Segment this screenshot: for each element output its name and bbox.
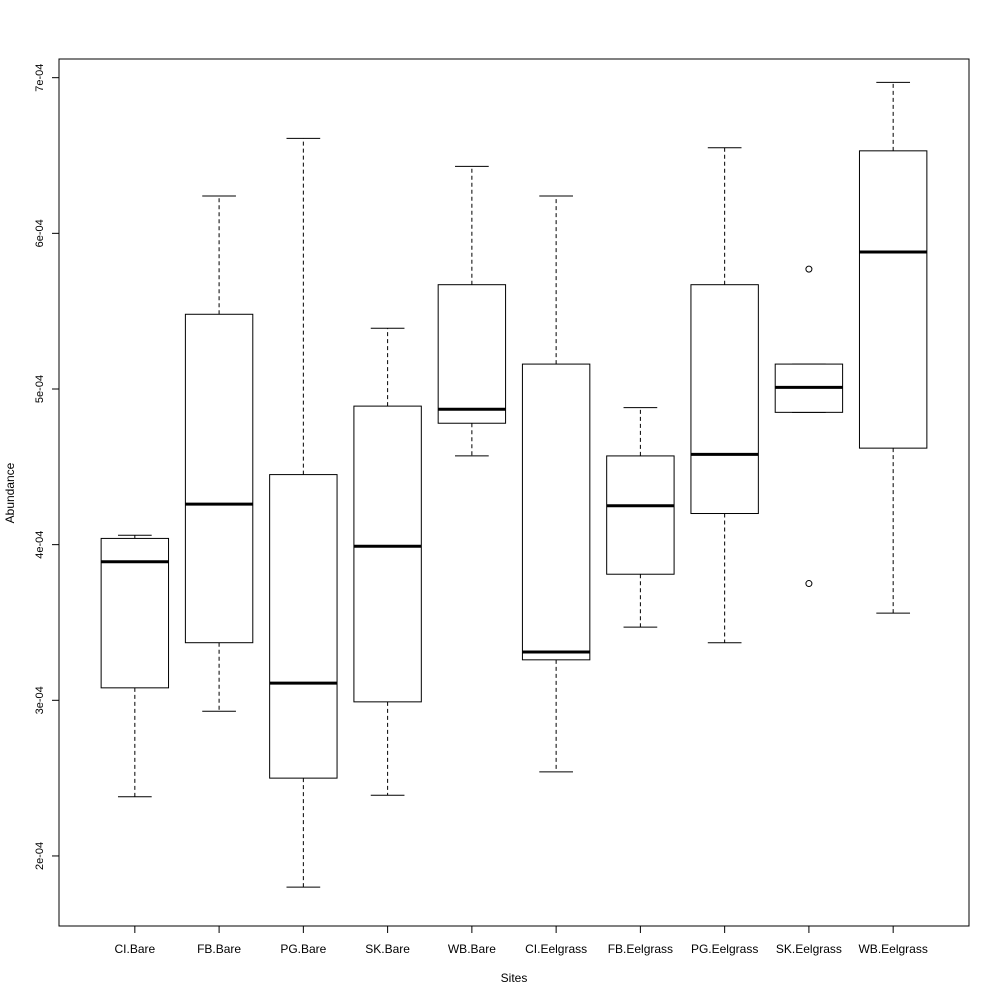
box-iqr	[521, 363, 591, 661]
x-tick-label: FB.Bare	[197, 942, 241, 956]
y-tick-label: 6e-04	[34, 219, 46, 247]
box-sk-eelgrass	[774, 265, 844, 588]
x-tick-label: CI.Eelgrass	[525, 942, 587, 956]
y-tick-label: 7e-04	[34, 64, 46, 92]
y-axis: 2e-04 3e-04 4e-04 5e-04 6e-04 7e-04	[34, 64, 60, 870]
y-tick-label: 3e-04	[34, 686, 46, 714]
y-tick-label: 4e-04	[34, 531, 46, 559]
box-pg-eelgrass	[690, 147, 759, 644]
x-tick-label: FB.Eelgrass	[608, 942, 673, 956]
box-fb-bare	[184, 195, 254, 712]
outlier-point	[805, 265, 813, 273]
x-tick-label: SK.Eelgrass	[776, 942, 842, 956]
y-tick-label: 5e-04	[34, 375, 46, 403]
box-iqr	[184, 313, 254, 644]
box-iqr	[100, 537, 170, 689]
box-ci-eelgrass	[521, 195, 591, 773]
box-pg-bare	[269, 137, 338, 888]
x-tick-label: WB.Bare	[448, 942, 496, 956]
box-wb-bare	[437, 165, 507, 457]
y-tick-label: 2e-04	[34, 842, 46, 870]
outlier-point	[805, 580, 813, 588]
box-ci-bare	[100, 534, 170, 798]
x-axis-label: Sites	[501, 971, 528, 985]
box-iqr	[606, 455, 675, 575]
box-fb-eelgrass	[606, 407, 675, 628]
box-iqr	[437, 284, 507, 424]
box-iqr	[858, 150, 928, 449]
x-tick-label: PG.Bare	[280, 942, 326, 956]
box-iqr	[690, 284, 759, 515]
box-series	[100, 81, 928, 888]
box-iqr	[269, 474, 338, 779]
x-axis: CI.Bare FB.Bare PG.Bare SK.Bare WB.Bare CI.Ee…	[114, 925, 928, 956]
x-tick-label: SK.Bare	[365, 942, 410, 956]
x-tick-label: WB.Eelgrass	[858, 942, 927, 956]
x-tick-label: CI.Bare	[114, 942, 155, 956]
box-wb-eelgrass	[858, 81, 928, 614]
y-axis-label: Abundance	[3, 462, 17, 523]
x-tick-label: PG.Eelgrass	[691, 942, 758, 956]
box-sk-bare	[353, 327, 422, 796]
box-iqr	[353, 405, 422, 703]
